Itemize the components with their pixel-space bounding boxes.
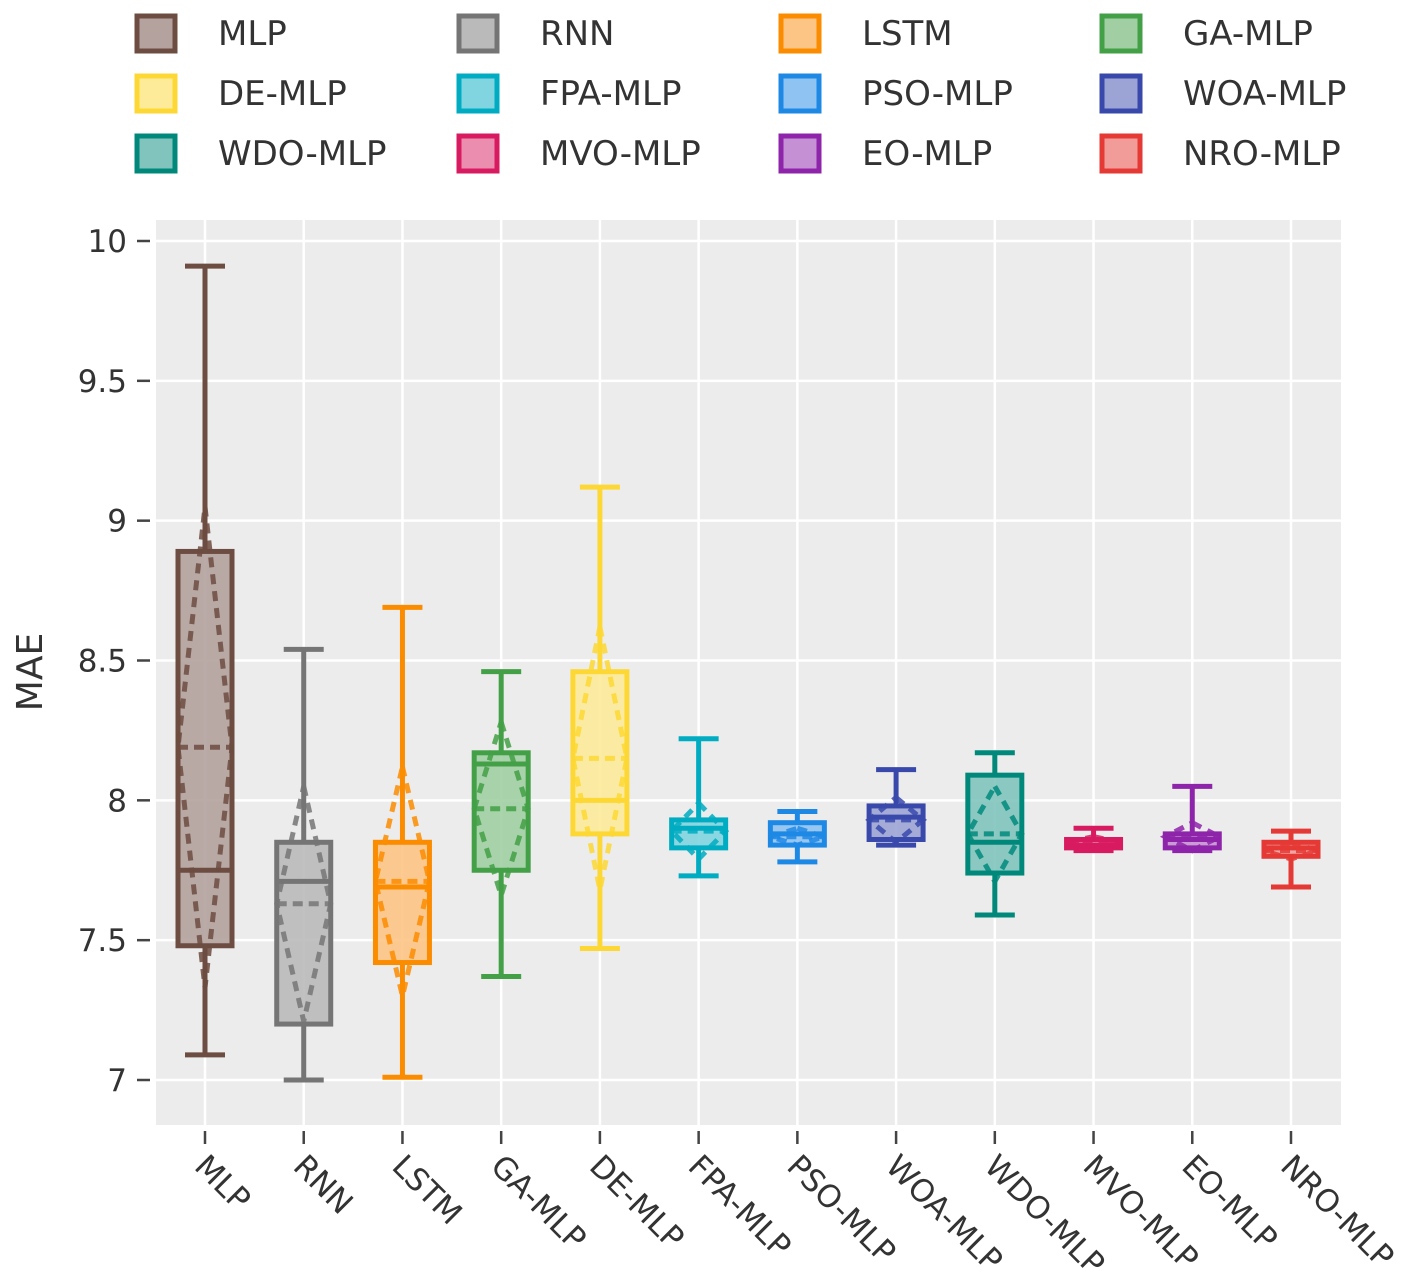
legend-label: RNN [540,14,615,54]
x-tick-label: LSTM [385,1148,469,1232]
y-tick-label: 10 [88,224,127,260]
plot-background [156,220,1341,1125]
box-lstm [372,604,433,1080]
box-fpa-mlp [668,736,730,879]
box-ga-mlp [471,669,531,980]
iqr-box [965,772,1025,876]
box-de-mlp [570,484,630,952]
x-tick-label: PSO-MLP [780,1148,903,1271]
iqr-box [570,669,630,837]
legend-swatch [134,73,178,114]
sd-diamond [175,506,235,988]
x-tick-label: GA-MLP [484,1148,593,1257]
legend-label: PSO-MLP [862,74,1013,114]
legend-label: DE-MLP [218,74,347,114]
legend-label: NRO-MLP [1183,134,1341,174]
sd-diamond [1255,839,1327,862]
legend-label: FPA-MLP [540,74,681,114]
y-tick-label: 8 [107,783,127,819]
legend-swatch [1099,73,1143,114]
legend-item: WOA-MLP [1099,73,1346,114]
box-mlp [175,263,235,1058]
box-mvo-mlp [1064,825,1124,854]
legend: MLP RNN LSTM GA-MLP DE-MLP FPA-MLP PSO-MLP WOA-… [134,13,1346,174]
x-tick-label: FPA-MLP [681,1148,798,1265]
box-pso-mlp [761,809,833,865]
legend-label: LSTM [862,14,953,54]
y-tick-label: 9 [107,504,127,540]
x-tick-label: MLP [187,1148,257,1218]
box-wdo-mlp [964,750,1025,918]
legend-swatch [778,13,822,54]
legend-label: WDO-MLP [218,134,387,174]
x-tick-label: NRO-MLP [1273,1148,1400,1275]
box-nro-mlp [1255,828,1327,890]
legend-swatch [778,73,822,114]
legend-item: NRO-MLP [1099,133,1341,174]
y-tick-label: 8.5 [78,644,127,680]
legend-swatch [778,133,822,174]
legend-label: MVO-MLP [540,134,701,174]
x-axis: MLP RNN LSTM GA-MLPDE-MLPFPA-MLPPSO-MLPWOA-… [187,1131,1401,1282]
legend-swatch [456,13,500,54]
box-rnn [274,646,334,1083]
grid-lines [156,220,1341,1125]
legend-item: RNN [456,13,615,54]
sd-diamond [668,799,730,863]
y-tick-label: 9.5 [78,364,127,400]
legend-item: GA-MLP [1099,13,1313,54]
iqr-box [372,839,432,966]
sd-diamond [570,626,630,891]
legend-label: EO-MLP [862,134,992,174]
legend-swatch [1099,133,1143,174]
legend-swatch [456,133,500,174]
sd-diamond [964,781,1025,887]
legend-item: MLP [134,13,287,54]
sd-diamond [372,766,433,997]
y-axis-title: MAE [10,633,51,711]
legend-label: WOA-MLP [1183,74,1346,114]
sd-diamond [1159,819,1225,854]
y-tick-label: 7 [107,1063,127,1099]
sd-diamond [865,794,928,846]
legend-item: PSO-MLP [778,73,1013,114]
box-woa-mlp [865,767,928,848]
legend-swatch [1099,13,1143,54]
y-tick-label: 7.5 [78,923,127,959]
sd-diamond [471,713,531,904]
legend-item: WDO-MLP [134,133,387,174]
box-eo-mlp [1159,783,1225,854]
iqr-box [471,750,531,873]
x-tick-label: RNN [286,1148,359,1221]
legend-item: EO-MLP [778,133,992,174]
y-axis: 7 7.5 8 8.5 9 9.5 10 [78,224,150,1099]
legend-swatch [134,13,178,54]
box-series [175,263,1327,1083]
legend-item: MVO-MLP [456,133,701,174]
legend-swatch [456,73,500,114]
legend-swatch [134,133,178,174]
legend-item: DE-MLP [134,73,347,114]
x-tick-label: DE-MLP [582,1148,690,1256]
legend-item: FPA-MLP [456,73,681,114]
sd-diamond [274,785,334,1022]
legend-label: GA-MLP [1183,14,1313,54]
legend-label: MLP [218,14,287,54]
legend-item: LSTM [778,13,953,54]
sd-diamond [761,825,833,848]
